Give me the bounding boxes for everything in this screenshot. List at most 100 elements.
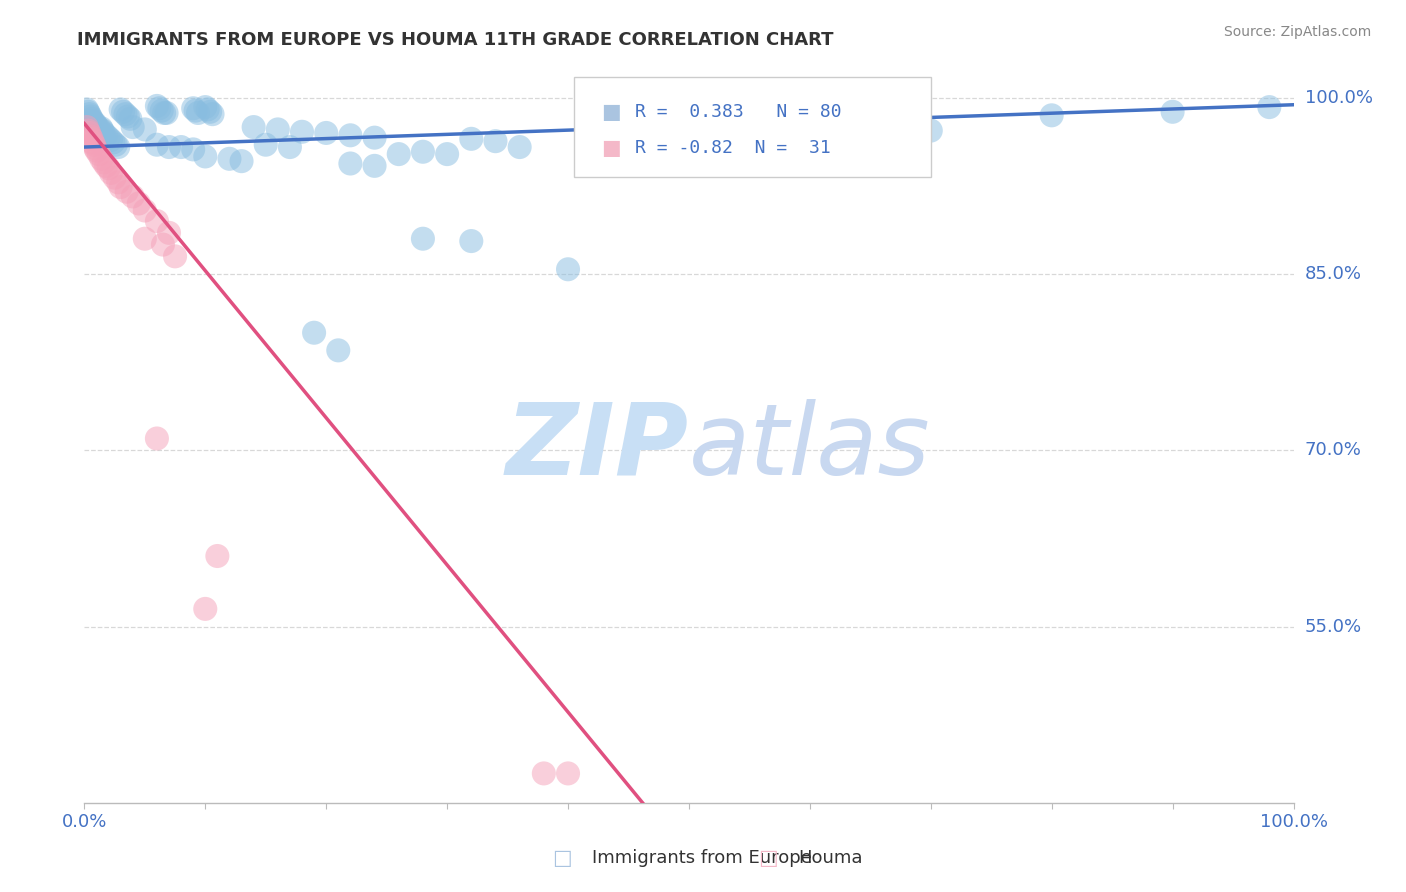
Point [291,125,314,139]
Point [82,114,104,128]
Point [155,106,177,120]
Text: 70.0%: 70.0% [1305,442,1361,459]
Point [115,185,138,199]
Text: 55.0%: 55.0% [1305,617,1362,635]
Point [104,170,127,185]
Point [170,140,193,154]
Point [134,203,156,218]
Point [120,112,142,126]
Point [328,343,350,358]
Text: Houma: Houma [797,849,862,867]
Point [201,107,224,121]
Point [77,107,100,121]
Point [77,126,100,140]
Point [1040,108,1063,122]
Point [152,237,174,252]
Point [80,132,103,146]
Point [339,128,361,143]
Point [114,107,136,121]
Text: R =  0.383   N = 80: R = 0.383 N = 80 [634,103,841,121]
Point [254,137,277,152]
Point [100,166,122,180]
Point [94,128,117,143]
Point [93,126,115,140]
Point [90,121,112,136]
Point [181,101,204,115]
Point [121,189,143,203]
Point [165,249,187,263]
Point [153,106,176,120]
Point [207,549,229,563]
Point [77,123,100,137]
Text: ■: ■ [600,102,620,122]
Point [181,142,204,156]
Point [509,140,531,154]
Point [231,154,253,169]
Point [197,103,219,117]
Point [363,130,385,145]
FancyBboxPatch shape [574,78,931,178]
Point [194,149,217,163]
Point [315,126,337,140]
Text: atlas: atlas [689,399,931,496]
Point [460,234,482,248]
Text: ZIP: ZIP [506,399,689,496]
Point [117,110,139,124]
Point [76,103,98,117]
Point [84,117,107,131]
Point [107,140,129,154]
Point [128,196,150,211]
Point [157,226,180,240]
Point [76,120,98,134]
Text: □: □ [553,848,572,868]
Point [79,110,101,124]
Point [920,123,942,137]
Point [278,140,301,154]
Text: R = -0.82  N =  31: R = -0.82 N = 31 [634,138,831,157]
Point [90,152,112,166]
Point [146,137,169,152]
Point [83,137,105,152]
Point [702,134,724,148]
Point [86,119,108,133]
Text: 85.0%: 85.0% [1305,265,1361,283]
Point [799,114,821,128]
Point [146,214,169,228]
Text: ■: ■ [600,137,620,158]
Point [484,134,506,148]
Point [150,103,173,118]
Point [97,130,120,145]
Point [146,99,169,113]
Point [412,145,434,159]
Point [557,766,579,780]
Point [218,152,240,166]
Point [436,147,458,161]
Text: IMMIGRANTS FROM EUROPE VS HOUMA 11TH GRADE CORRELATION CHART: IMMIGRANTS FROM EUROPE VS HOUMA 11TH GRA… [77,31,834,49]
Point [187,106,209,120]
Text: □: □ [758,848,778,868]
Point [194,602,217,616]
Text: Immigrants from Europe: Immigrants from Europe [592,849,813,867]
Point [412,232,434,246]
Point [678,132,700,146]
Point [121,120,143,134]
Point [87,121,110,136]
Point [77,104,100,119]
Point [184,103,207,118]
Point [1161,104,1184,119]
Point [112,104,135,119]
Point [157,140,180,154]
Point [107,175,129,189]
Point [146,432,169,446]
Point [134,122,156,136]
Point [242,120,264,134]
Point [104,137,127,152]
Point [557,262,579,277]
Point [533,766,555,780]
Point [83,117,105,131]
Point [79,129,101,144]
Point [388,147,411,161]
Point [460,132,482,146]
Point [194,100,217,114]
Text: 100.0%: 100.0% [1305,88,1372,107]
